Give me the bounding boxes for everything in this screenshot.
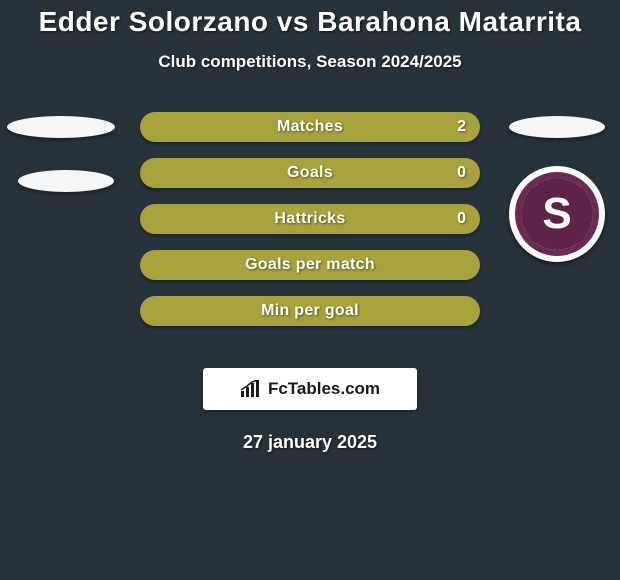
comparison-panel: Matches 2 Goals 0 Hattricks 0 Goals per …: [0, 112, 620, 362]
stat-bars: Matches 2 Goals 0 Hattricks 0 Goals per …: [140, 112, 480, 342]
club-logo-letter: S: [521, 178, 593, 250]
bar-goals: Goals 0: [140, 158, 480, 188]
bar-value: 0: [457, 164, 466, 182]
bar-min-per-goal: Min per goal: [140, 296, 480, 326]
bar-hattricks: Hattricks 0: [140, 204, 480, 234]
page-title: Edder Solorzano vs Barahona Matarrita: [0, 0, 620, 38]
left-indicator-column: [6, 112, 116, 192]
bar-label: Matches: [277, 118, 343, 136]
bar-matches: Matches 2: [140, 112, 480, 142]
bar-label: Min per goal: [261, 302, 359, 320]
attribution-text: FcTables.com: [268, 379, 380, 399]
left-indicator-2: [18, 170, 114, 192]
bar-label: Goals per match: [245, 256, 375, 274]
snapshot-date: 27 january 2025: [0, 432, 620, 453]
attribution-badge: FcTables.com: [203, 368, 417, 410]
subtitle: Club competitions, Season 2024/2025: [0, 52, 620, 72]
left-indicator-1: [7, 116, 115, 138]
bar-goals-per-match: Goals per match: [140, 250, 480, 280]
bar-value: 0: [457, 210, 466, 228]
chart-icon: [240, 380, 262, 398]
bar-label: Hattricks: [274, 210, 345, 228]
right-indicator-1: [509, 116, 605, 138]
bar-value: 2: [457, 118, 466, 136]
right-indicator-column: S: [502, 112, 612, 262]
club-logo: S: [509, 166, 605, 262]
bar-label: Goals: [287, 164, 333, 182]
